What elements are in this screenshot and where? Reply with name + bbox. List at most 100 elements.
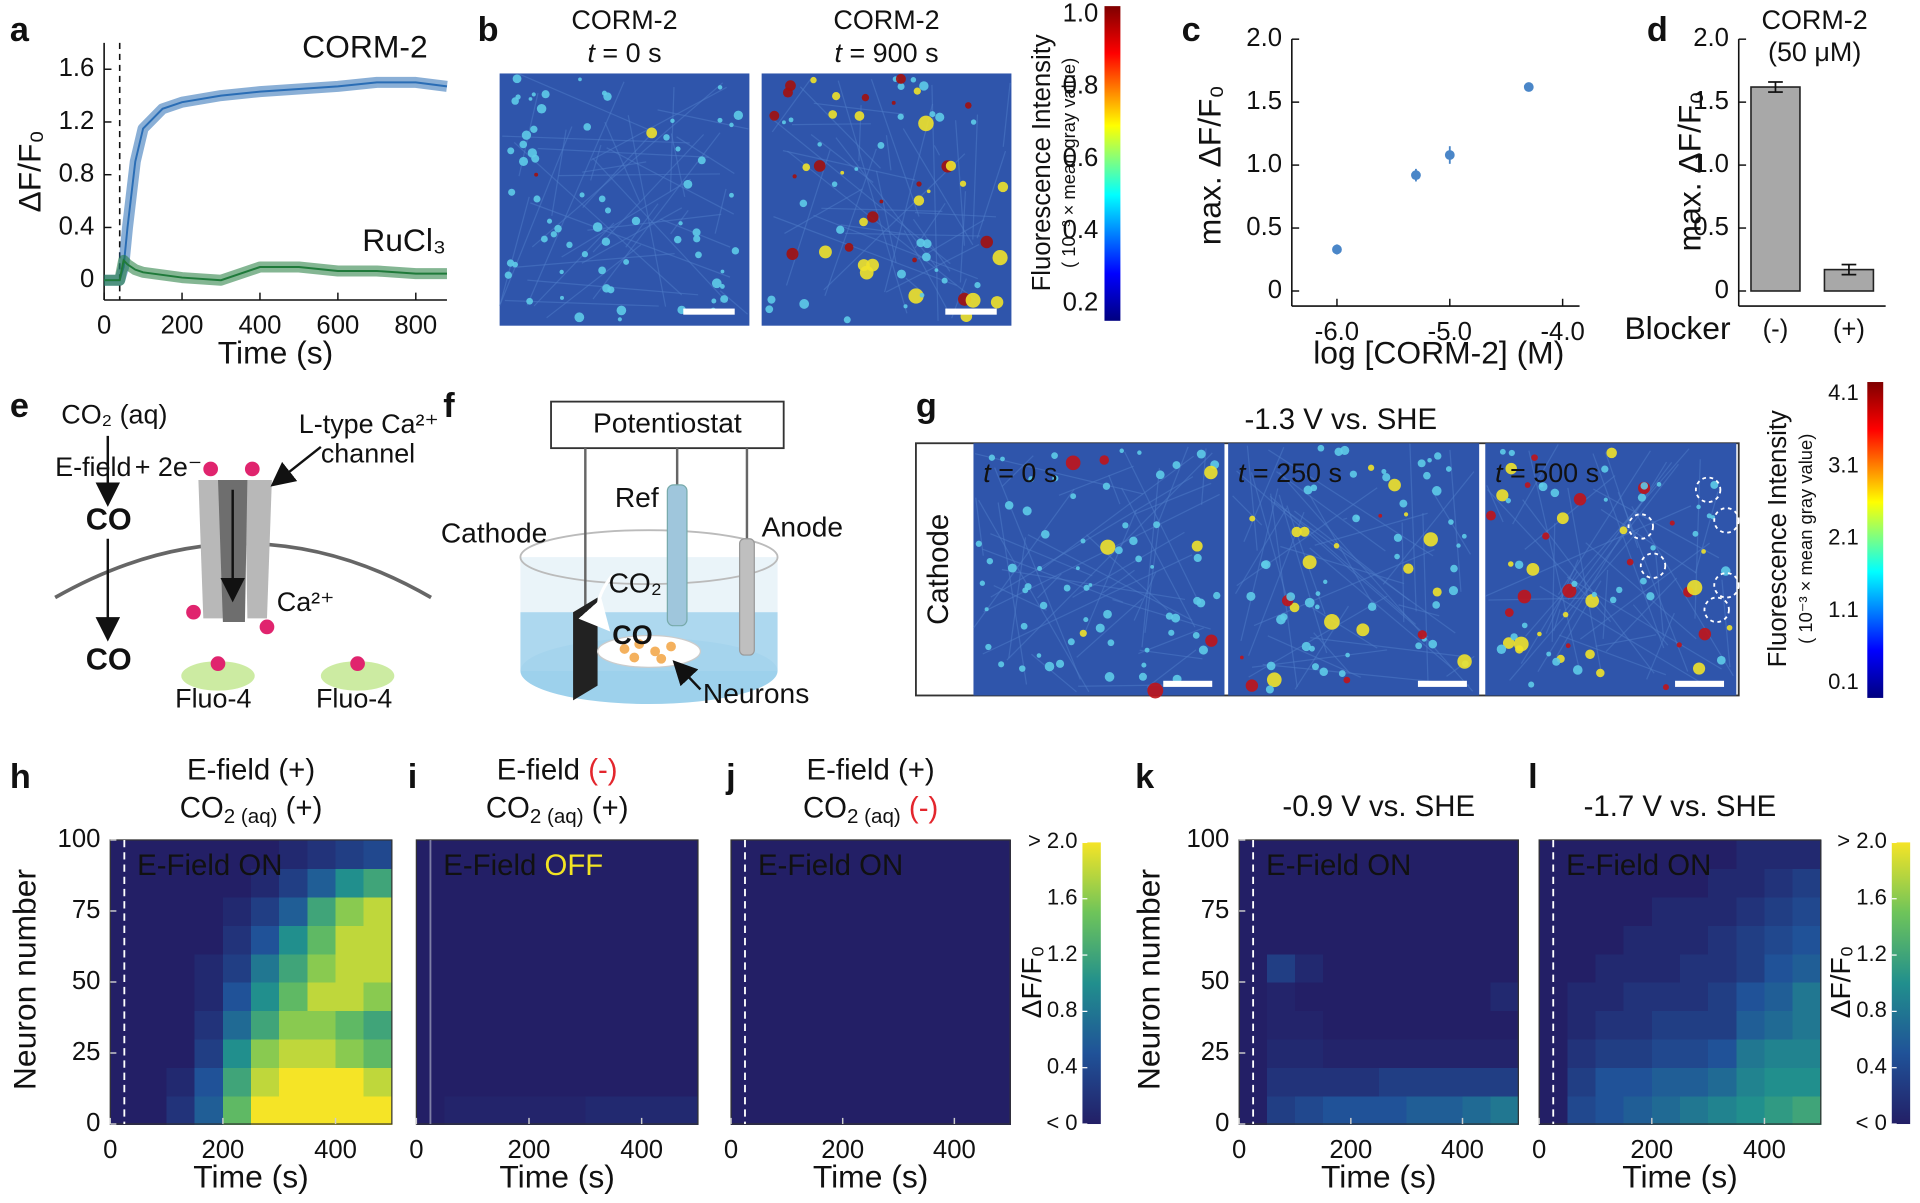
plot-frame — [730, 839, 1011, 1125]
heat-cell — [870, 1010, 900, 1040]
cell-spot — [980, 235, 994, 249]
heat-cell — [926, 1067, 956, 1097]
heat-cell — [500, 1038, 530, 1068]
heat-cell — [138, 1067, 168, 1097]
cell-spot — [1399, 499, 1408, 508]
cell-spot — [1144, 647, 1150, 653]
heat-cell — [500, 839, 530, 870]
heat-cell — [814, 981, 844, 1012]
heat-cell — [557, 839, 587, 870]
colorbar-tick-label: 4.1 — [1828, 380, 1859, 405]
heat-cell — [251, 1038, 280, 1068]
cell-spot — [530, 125, 538, 133]
image-time: t = 0 s — [587, 38, 661, 68]
cell-spot — [897, 83, 905, 91]
cell-spot — [769, 110, 780, 121]
cell-spot — [692, 228, 701, 237]
heat-cell — [1462, 896, 1492, 926]
cell-spot — [1119, 448, 1124, 454]
y-axis-label: Neuron number — [6, 869, 42, 1091]
cell-spot — [1662, 684, 1669, 691]
x-axis-label: Time (s) — [1622, 1159, 1738, 1195]
text-part: 2 (aq) — [847, 805, 901, 828]
cell-spot — [1565, 643, 1571, 649]
heat-cell — [1406, 839, 1436, 870]
heat-cell — [1736, 981, 1766, 1012]
neurite — [1278, 471, 1474, 692]
y-tick-label: 50 — [1201, 967, 1230, 995]
cell-spot — [1526, 562, 1540, 576]
heat-cell — [444, 868, 474, 898]
cell-spot — [1104, 672, 1115, 682]
heat-cell — [307, 953, 337, 983]
neurite — [1027, 534, 1193, 621]
cell-spot — [1521, 622, 1528, 629]
heat-cell — [251, 981, 280, 1012]
cell-spot — [1448, 519, 1454, 525]
cell-spot — [910, 77, 917, 83]
cell-spot — [1266, 672, 1282, 688]
neurite — [1401, 522, 1405, 623]
cell-spot — [1448, 586, 1459, 596]
cell-spot — [1378, 513, 1383, 518]
cell-spot — [1640, 577, 1647, 585]
heat-cell — [251, 896, 280, 926]
cell-spot — [1601, 465, 1609, 473]
cell-spot — [1039, 601, 1048, 610]
heat-cell — [1295, 1038, 1324, 1068]
heat-cell — [613, 1095, 643, 1125]
cell-spot — [1537, 631, 1542, 637]
heat-cell — [557, 1095, 587, 1125]
diagram-label: + 2e⁻ — [135, 452, 202, 482]
neurite — [1031, 653, 1077, 693]
cell-spot — [574, 312, 585, 323]
cell-spot — [831, 181, 838, 187]
heat-cell — [870, 981, 900, 1012]
heat-cell — [363, 868, 393, 898]
heat-cell — [335, 1095, 365, 1125]
neurite — [990, 533, 1093, 577]
cell-spot — [1079, 629, 1087, 637]
neurite — [1234, 507, 1288, 594]
colorbar-tick-label: 0.4 — [1856, 1054, 1887, 1079]
neurite — [912, 218, 951, 272]
neurite — [1721, 579, 1731, 668]
neurite — [582, 131, 654, 208]
heat-cell — [472, 925, 502, 955]
cell-spot — [1432, 587, 1442, 597]
x-tick-label: 400 — [620, 1136, 663, 1164]
heat-cell — [758, 953, 788, 983]
cell-spot — [844, 242, 854, 252]
cell-spot — [578, 77, 582, 82]
x-tick-label: 200 — [1630, 1136, 1673, 1164]
channel — [198, 479, 223, 619]
heat-cell — [954, 1067, 984, 1097]
heat-cell — [1651, 896, 1681, 926]
panel-label: f — [443, 387, 455, 425]
cell-spot — [602, 284, 611, 293]
cell-spot — [1301, 641, 1311, 652]
heat-cell — [926, 925, 956, 955]
cell-spot — [1542, 532, 1550, 540]
cell-spot — [1417, 630, 1427, 640]
cell-spot — [583, 123, 592, 131]
x-tick-label: (+) — [1833, 315, 1865, 343]
neurite — [1253, 549, 1435, 627]
cell-spot — [507, 147, 515, 155]
heat-cell — [758, 868, 788, 898]
scale-bar — [1675, 680, 1725, 687]
cell-spot — [581, 251, 589, 258]
text-part: E-Field ON — [1266, 849, 1411, 882]
neurite — [823, 153, 966, 291]
cell-spot — [1338, 670, 1346, 677]
heat-cell — [1378, 925, 1408, 955]
y-axis-label: Neuron number — [1130, 869, 1166, 1091]
heat-cell — [1595, 1038, 1625, 1068]
heat-cell — [1679, 925, 1709, 955]
heat-cell — [982, 925, 1011, 955]
cell-spot — [1324, 614, 1340, 630]
heat-cell — [363, 953, 393, 983]
heat-cell — [1267, 925, 1296, 955]
heat-cell — [786, 868, 816, 898]
heat-cell — [641, 839, 671, 870]
